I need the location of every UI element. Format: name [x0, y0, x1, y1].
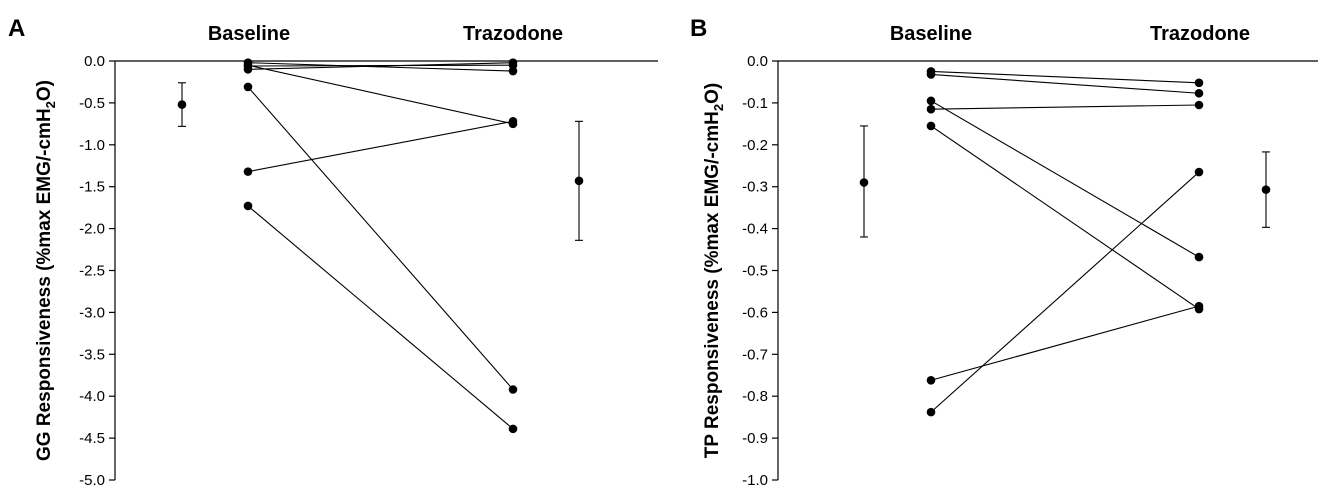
y-tick-label: 0.0	[747, 53, 768, 70]
trazodone-point	[1194, 252, 1204, 262]
subject-line	[930, 171, 1200, 413]
y-tick-label: -0.7	[742, 346, 768, 363]
y-tick-label: -4.5	[79, 430, 105, 447]
y-tick-label: -3.5	[79, 346, 105, 363]
baseline-point	[926, 96, 936, 106]
subject-line	[247, 205, 514, 430]
mean-point-trazodone	[1261, 185, 1271, 194]
panel-label: A	[8, 15, 25, 42]
subject-line	[247, 62, 514, 72]
trazodone-point	[508, 58, 518, 67]
subject-line	[930, 73, 1200, 94]
trazodone-point	[1194, 88, 1204, 98]
mean-point-baseline	[859, 178, 869, 187]
y-tick-label: 0.0	[84, 53, 105, 70]
y-tick-label: -1.5	[79, 179, 105, 196]
subject-line	[247, 62, 514, 70]
y-tick-label: -0.5	[79, 95, 105, 112]
baseline-point	[243, 167, 253, 176]
panel-label: B	[690, 15, 707, 42]
subject-line	[930, 70, 1200, 84]
y-tick-label: -2.5	[79, 263, 105, 280]
subject-line	[930, 104, 1200, 110]
baseline-point	[243, 82, 253, 92]
trazodone-point	[508, 424, 518, 434]
y-tick-label: -1.0	[742, 472, 768, 489]
baseline-point	[926, 104, 936, 114]
y-tick-label: -4.0	[79, 388, 105, 405]
subject-line	[930, 305, 1200, 381]
subject-line	[247, 120, 514, 173]
trazodone-point	[1194, 100, 1204, 110]
trazodone-point	[1194, 301, 1204, 311]
subject-line	[247, 86, 514, 390]
y-tick-label: -0.3	[742, 179, 768, 196]
mean-point-trazodone	[574, 176, 584, 186]
subject-line	[247, 64, 514, 125]
y-axis-label: GG Responsiveness (%max EMG/-cmH2O)	[34, 80, 58, 461]
chart-panel-b: B Baseline Trazodone 0.0 -0.1 -0.2 -0.3 -0.4 -0.…	[690, 15, 1318, 489]
baseline-point	[926, 407, 936, 417]
trazodone-point	[1194, 78, 1204, 88]
y-tick-label: -0.5	[742, 263, 768, 280]
chart-panel-a: A Baseline Trazodone 0.0 -0.5 -1.0 -1.5 -2.0 -2.…	[8, 15, 658, 489]
subject-line	[930, 100, 1200, 258]
group-label-trazodone: Trazodone	[463, 23, 563, 45]
y-tick-label: -0.9	[742, 430, 768, 447]
y-tick-label: -0.1	[742, 95, 768, 112]
group-label-baseline: Baseline	[208, 23, 290, 45]
y-tick-label: -3.0	[79, 304, 105, 321]
baseline-point	[243, 201, 253, 211]
y-axis-label: TP Responsiveness (%max EMG/-cmH2O)	[702, 83, 726, 458]
y-tick-label: -0.8	[742, 388, 768, 405]
baseline-point	[243, 60, 253, 70]
trazodone-point	[508, 385, 518, 394]
subject-line	[930, 125, 1200, 310]
mean-point-baseline	[177, 100, 187, 109]
y-tick-label: -1.0	[79, 137, 105, 154]
trazodone-point	[1194, 167, 1204, 177]
trazodone-point	[508, 119, 518, 129]
group-label-baseline: Baseline	[890, 23, 972, 45]
y-tick-label: -2.0	[79, 221, 105, 238]
y-tick-label: -5.0	[79, 472, 105, 489]
baseline-point	[926, 375, 936, 385]
baseline-point	[926, 70, 936, 79]
y-tick-label: -0.2	[742, 137, 768, 154]
y-tick-label: -0.6	[742, 304, 768, 321]
y-tick-label: -0.4	[742, 221, 768, 238]
group-label-trazodone: Trazodone	[1150, 23, 1250, 45]
baseline-point	[926, 121, 936, 131]
